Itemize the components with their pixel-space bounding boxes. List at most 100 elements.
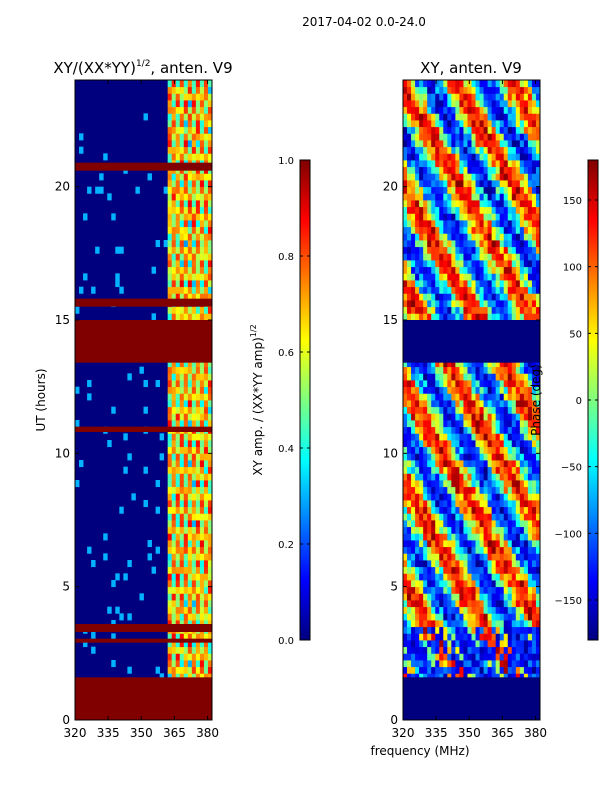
heatmap-cell <box>479 213 484 221</box>
heatmap-cell <box>515 426 521 434</box>
heatmap-cell <box>183 293 189 301</box>
heatmap-cell <box>503 233 509 241</box>
heatmap-cell <box>199 586 205 594</box>
heatmap-cell <box>407 220 412 228</box>
heatmap-cell <box>531 433 537 441</box>
heatmap-cell <box>463 626 468 634</box>
heatmap-cell <box>427 440 432 448</box>
heatmap-cell <box>199 146 205 154</box>
heatmap-cell <box>499 280 505 288</box>
heatmap-cell <box>443 400 448 408</box>
heatmap-cell <box>443 660 448 668</box>
heatmap-cell <box>455 80 460 88</box>
heatmap-cell <box>443 580 448 588</box>
heatmap-cell <box>471 513 476 521</box>
heatmap-cell <box>523 480 529 488</box>
heatmap-cell <box>179 206 185 214</box>
heatmap-cell <box>179 406 185 414</box>
heatmap-cell <box>439 193 444 201</box>
heatmap-cell <box>479 460 484 468</box>
heatmap-cell <box>459 573 464 581</box>
heatmap-cell <box>451 633 456 641</box>
heatmap-cell <box>535 493 541 501</box>
heatmap-cell <box>519 233 525 241</box>
heatmap-cell <box>495 133 501 141</box>
heatmap-cell <box>179 580 185 588</box>
heatmap-cell <box>167 120 173 128</box>
heatmap-cell <box>187 586 193 594</box>
heatmap-cell <box>475 620 480 628</box>
heatmap-cell <box>491 393 497 401</box>
heatmap-cell <box>199 386 205 394</box>
heatmap-cell <box>531 273 537 281</box>
heatmap-cell <box>431 233 436 241</box>
heatmap-cell <box>167 126 173 134</box>
heatmap-cell <box>199 600 205 608</box>
heatmap-cell <box>455 86 460 94</box>
heatmap-cell <box>515 113 521 121</box>
heatmap-cell <box>167 153 173 161</box>
heatmap-cell <box>471 453 476 461</box>
heatmap-cell <box>207 266 213 274</box>
heatmap-cell <box>447 560 452 568</box>
heatmap-cell <box>411 646 416 654</box>
heatmap-cell <box>447 93 452 101</box>
heatmap-cell <box>199 566 205 574</box>
heatmap-cell <box>527 553 533 561</box>
heatmap-cell <box>415 446 420 454</box>
heatmap-cell <box>447 666 452 674</box>
heatmap-cell <box>187 620 193 628</box>
heatmap-cell <box>167 460 173 468</box>
heatmap-cell <box>427 140 432 148</box>
heatmap-cell <box>183 200 189 208</box>
heatmap-cell <box>435 433 440 441</box>
heatmap-cell <box>419 660 424 668</box>
heatmap-cell <box>207 286 213 294</box>
heatmap-cell <box>463 380 468 388</box>
heatmap-cell <box>187 193 193 201</box>
heatmap-cell <box>455 460 460 468</box>
heatmap-cell <box>451 233 456 241</box>
heatmap-cell <box>499 133 505 141</box>
heatmap-cell <box>527 386 533 394</box>
heatmap-cell <box>171 293 177 301</box>
heatmap-cell <box>471 180 476 188</box>
heatmap-cell <box>447 286 452 294</box>
heatmap-cell <box>527 646 533 654</box>
heatmap-cell <box>207 253 213 261</box>
heatmap-cell <box>415 506 420 514</box>
heatmap-cell <box>203 306 209 314</box>
heatmap-cell <box>475 186 480 194</box>
heatmap-cell <box>179 366 185 374</box>
heatmap-cell <box>467 153 472 161</box>
heatmap-cell <box>471 213 476 221</box>
heatmap-cell <box>487 360 493 368</box>
heatmap-cell <box>443 626 448 634</box>
heatmap-cell <box>431 393 436 401</box>
heatmap-cell <box>171 146 177 154</box>
heatmap-cell <box>171 460 177 468</box>
heatmap-cell <box>407 480 412 488</box>
heatmap-cell <box>203 633 209 641</box>
heatmap-cell <box>175 140 181 148</box>
heatmap-cell <box>419 393 424 401</box>
heatmap-cell <box>483 453 489 461</box>
heatmap-cell <box>403 240 408 248</box>
heatmap-cell <box>179 240 185 248</box>
heatmap-cell <box>487 620 493 628</box>
heatmap-cell <box>183 460 189 468</box>
heatmap-cell <box>443 206 448 214</box>
heatmap-cell <box>179 666 185 674</box>
heatmap-cell <box>407 286 412 294</box>
heatmap-cell <box>403 146 408 154</box>
heatmap-cell <box>203 520 209 528</box>
heatmap-cell <box>471 520 476 528</box>
heatmap-cell <box>451 580 456 588</box>
heatmap-cell <box>507 373 513 381</box>
heatmap-cell <box>411 380 416 388</box>
heatmap-cell <box>447 593 452 601</box>
heatmap-cell <box>499 660 505 668</box>
heatmap-cell <box>463 113 468 121</box>
heatmap-cell <box>171 573 177 581</box>
heatmap-cell <box>515 300 521 308</box>
